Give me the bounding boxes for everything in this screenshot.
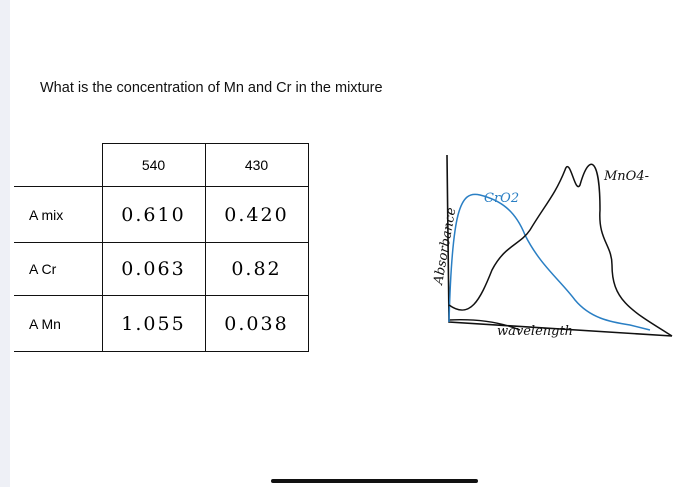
cell: 0.038 (204, 295, 309, 352)
axis-stroke (448, 319, 521, 331)
sidebar-edge (0, 0, 10, 487)
row-label: A Mn (14, 295, 103, 352)
row-label: A mix (14, 186, 103, 243)
header-cell: 540 (101, 143, 206, 187)
curve-label: MnO4- (603, 169, 649, 184)
x-axis-label: wavelength (497, 324, 573, 339)
row: A Cr 0.063 0.82 (14, 242, 309, 296)
cell: 0.063 (101, 242, 206, 296)
row: A Mn 1.055 0.038 (14, 295, 309, 352)
cro2-curve (448, 193, 651, 331)
mno4-curve (448, 163, 673, 337)
cell: 0.610 (101, 186, 206, 243)
row-label: A Cr (14, 242, 103, 296)
cell: 0.82 (204, 242, 309, 296)
question: What is the concentration of Mn and Cr i… (40, 80, 383, 96)
row: A mix 0.610 0.420 (14, 186, 309, 243)
home-indicator (271, 479, 478, 483)
y-axis-label: Absorbance (431, 206, 460, 287)
cell: 1.055 (101, 295, 206, 352)
curve-label: CrO2 (484, 191, 519, 206)
data-table: 540 430 A mix 0.610 0.420 A Cr 0.063 0.8… (14, 143, 309, 352)
